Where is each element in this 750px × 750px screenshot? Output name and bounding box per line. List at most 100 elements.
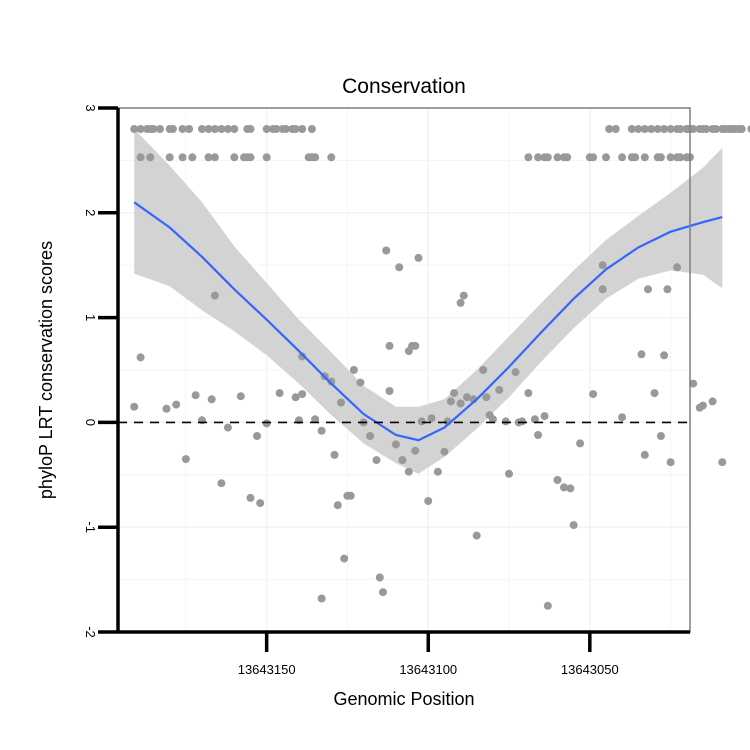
data-point <box>456 399 465 408</box>
y-tick-label: 3 <box>83 104 98 111</box>
data-point <box>433 467 442 476</box>
data-point <box>488 415 497 424</box>
data-point <box>618 153 627 162</box>
data-point <box>298 352 307 361</box>
data-point <box>666 153 675 162</box>
data-point <box>282 125 290 133</box>
data-point <box>660 351 669 360</box>
data-point <box>246 125 255 133</box>
data-point <box>366 432 375 440</box>
y-axis-label: phyloP LRT conservation scores <box>36 241 56 499</box>
data-point <box>262 419 271 428</box>
data-point <box>737 125 746 133</box>
smooth-curve <box>133 201 723 442</box>
data-point <box>311 153 320 162</box>
data-point <box>298 390 307 399</box>
data-point <box>747 125 750 133</box>
x-tick-label: 13643150 <box>238 662 296 677</box>
data-point <box>605 125 614 133</box>
data-point <box>543 601 552 610</box>
data-point <box>511 368 520 377</box>
y-tick-label: -1 <box>83 521 98 533</box>
data-point <box>711 125 720 133</box>
data-point <box>618 413 627 422</box>
data-point <box>343 491 352 500</box>
data-point <box>217 479 226 488</box>
grid-lines <box>118 107 690 633</box>
data-point <box>689 125 698 133</box>
data-point <box>130 402 139 411</box>
data-point <box>349 366 358 374</box>
data-point <box>456 298 465 307</box>
data-point <box>181 455 190 464</box>
data-point <box>217 125 226 133</box>
data-point <box>317 426 326 435</box>
data-point <box>414 253 423 262</box>
data-point <box>178 153 187 162</box>
data-point <box>404 467 413 476</box>
data-point <box>382 246 391 255</box>
data-point <box>356 378 365 387</box>
data-point <box>162 404 171 413</box>
x-tick-label: 13643100 <box>399 662 457 677</box>
y-tick-label: -2 <box>83 626 98 638</box>
data-point <box>375 573 384 582</box>
data-point <box>676 153 685 162</box>
data-point <box>589 153 598 162</box>
data-point <box>165 153 174 162</box>
data-point <box>611 125 620 133</box>
x-tick-label: 13643050 <box>561 662 619 677</box>
data-point <box>272 125 281 133</box>
data-point <box>317 594 326 603</box>
data-point <box>210 291 219 300</box>
data-point <box>327 153 336 162</box>
data-point <box>395 263 404 272</box>
data-point <box>307 125 316 133</box>
data-point <box>718 458 727 467</box>
confidence-band <box>134 129 723 474</box>
data-point <box>640 153 649 162</box>
data-point <box>530 415 539 424</box>
data-point <box>634 125 643 133</box>
data-point <box>246 153 255 162</box>
data-point <box>598 261 607 270</box>
data-point <box>569 521 578 530</box>
data-point <box>446 397 455 406</box>
data-point <box>543 153 552 162</box>
data-point <box>553 153 562 162</box>
data-point <box>689 379 698 388</box>
data-point <box>188 153 197 162</box>
data-point <box>602 153 610 162</box>
data-point <box>191 391 200 400</box>
data-point <box>702 125 711 133</box>
data-point <box>540 412 549 421</box>
data-point <box>236 392 245 401</box>
data-point <box>168 125 177 133</box>
data-point <box>385 387 394 395</box>
data-point <box>136 353 145 362</box>
data-point <box>172 400 181 409</box>
data-point <box>566 484 575 493</box>
data-point <box>146 153 155 162</box>
data-point <box>291 393 300 402</box>
data-point <box>311 415 320 424</box>
data-point <box>411 341 420 350</box>
data-points <box>130 125 750 610</box>
data-point <box>262 125 271 133</box>
data-point <box>185 125 194 133</box>
data-point <box>136 125 145 133</box>
data-point <box>666 458 675 467</box>
data-point <box>640 125 649 133</box>
data-point <box>631 153 640 162</box>
data-point <box>427 414 436 423</box>
data-point <box>298 125 307 133</box>
data-point <box>472 531 481 540</box>
data-point <box>207 395 216 404</box>
data-point <box>650 389 659 398</box>
data-point <box>576 439 585 448</box>
data-point <box>398 456 407 465</box>
y-tick-label: 1 <box>83 314 98 321</box>
chart-title: Conservation <box>342 75 466 98</box>
y-axis: -2 -1 0 1 2 3 <box>83 104 120 638</box>
